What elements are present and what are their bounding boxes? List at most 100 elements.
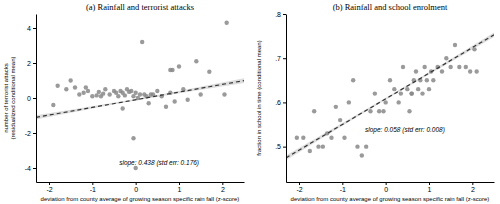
- tick-label: 2: [221, 186, 225, 193]
- point: [422, 65, 426, 69]
- title: (a) Rainfall and terrorist attacks: [86, 2, 194, 12]
- point: [368, 109, 372, 113]
- tick-label: 2: [471, 186, 475, 193]
- point: [347, 100, 351, 104]
- tick-label: -2: [46, 186, 52, 193]
- point: [316, 144, 320, 148]
- point: [103, 87, 107, 91]
- point: [140, 40, 144, 44]
- tick-mark: [283, 14, 286, 15]
- x-axis-label: deviation from county average of growing…: [291, 196, 490, 202]
- point: [77, 92, 81, 96]
- point: [222, 92, 226, 96]
- fit-line: [286, 35, 494, 158]
- title: (b) Rainfall and school enrolment: [333, 2, 448, 12]
- point: [457, 65, 461, 69]
- tick-label: -2: [25, 130, 31, 137]
- tick-mark: [472, 182, 473, 185]
- tick-label: -1: [340, 186, 346, 193]
- point: [342, 136, 346, 140]
- y-axis: -4 -2 0 2 4: [25, 15, 37, 183]
- tick: -1: [340, 182, 346, 193]
- tick-mark: [299, 182, 300, 185]
- tick: .5: [275, 143, 286, 150]
- point: [146, 101, 150, 105]
- point: [133, 166, 137, 170]
- axis-line: [286, 15, 287, 183]
- tick-mark: [136, 182, 137, 185]
- x-axis: -2-1012: [287, 182, 495, 193]
- point: [364, 144, 368, 148]
- tick-label: 0: [134, 186, 138, 193]
- point: [338, 118, 342, 122]
- tick-mark: [33, 28, 36, 29]
- point: [355, 144, 359, 148]
- tick-label: 1: [178, 186, 182, 193]
- tick: 1: [178, 182, 182, 193]
- point: [138, 92, 142, 96]
- tick: 4: [27, 25, 36, 32]
- point: [399, 91, 403, 95]
- tick-label: .7: [275, 55, 281, 62]
- tick-mark: [92, 182, 93, 185]
- tick: -4: [25, 165, 36, 172]
- tick-label: .5: [275, 143, 281, 150]
- tick-label: -2: [296, 186, 302, 193]
- annotation: slope: 0.438 (std err: 0.176): [119, 159, 199, 167]
- point: [90, 94, 94, 98]
- point: [416, 87, 420, 91]
- y-axis-label: number of terrorist attacks(residualized…: [3, 56, 16, 139]
- tick: 2: [27, 60, 36, 67]
- point: [194, 59, 198, 63]
- tick-mark: [283, 102, 286, 103]
- panel: -2-1012.5.6.7.8(b) Rainfall and school e…: [256, 2, 495, 203]
- point: [301, 136, 305, 140]
- point: [172, 99, 176, 103]
- point: [396, 100, 400, 104]
- tick-mark: [33, 168, 36, 169]
- confidence-band: [36, 78, 244, 119]
- tick-mark: [342, 182, 343, 185]
- point: [373, 91, 377, 95]
- axis-line: [36, 15, 37, 183]
- marks: [286, 33, 494, 161]
- panel: -2-1012-4-2024(a) Rainfall and terrorist…: [3, 2, 245, 203]
- tick-mark: [33, 63, 36, 64]
- tick-label: -4: [25, 165, 31, 172]
- x-axis: -2-1012: [37, 182, 245, 193]
- point: [420, 91, 424, 95]
- point: [131, 136, 135, 140]
- point: [198, 92, 202, 96]
- point: [64, 87, 68, 91]
- point: [312, 109, 316, 113]
- y-axis-label-line: (residualized conditional mean): [10, 56, 16, 139]
- point: [51, 103, 55, 107]
- tick-label: .8: [275, 11, 281, 18]
- point: [168, 68, 172, 72]
- point: [101, 91, 105, 95]
- tick-label: .6: [275, 99, 281, 106]
- tick: 2: [221, 182, 225, 193]
- point: [55, 84, 59, 88]
- tick-label: 0: [27, 95, 31, 102]
- point: [68, 78, 72, 82]
- tick-mark: [33, 133, 36, 134]
- tick: 0: [27, 95, 36, 102]
- tick-label: 4: [27, 25, 31, 32]
- point: [334, 105, 338, 109]
- axis-line: [37, 182, 245, 183]
- point: [381, 109, 385, 113]
- marks: [36, 21, 244, 171]
- axis-line: [287, 182, 495, 183]
- point: [407, 109, 411, 113]
- tick: -2: [25, 130, 36, 137]
- y-axis-label-line: number of terrorist attacks: [3, 63, 9, 133]
- point: [329, 136, 333, 140]
- point: [308, 149, 312, 153]
- tick-mark: [222, 182, 223, 185]
- point: [129, 89, 133, 93]
- point: [177, 64, 181, 68]
- tick-label: 1: [428, 186, 432, 193]
- x-axis-label: deviation from county average of growing…: [41, 196, 240, 202]
- point: [207, 70, 211, 74]
